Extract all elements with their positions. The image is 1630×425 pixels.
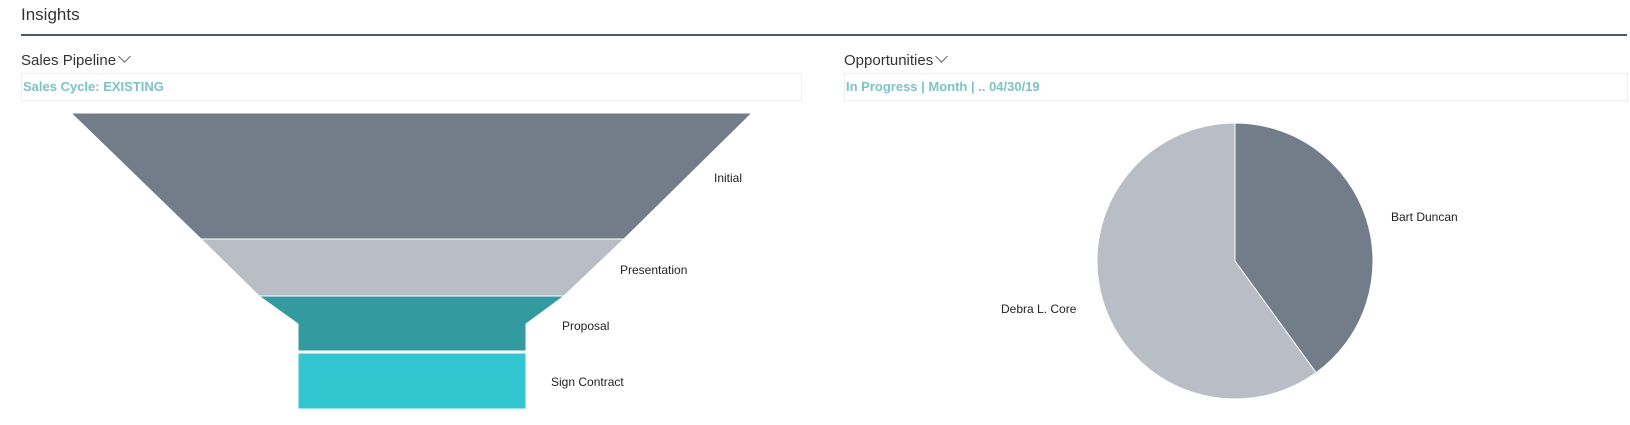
sales-pipeline-label: Sales Pipeline xyxy=(21,52,117,69)
funnel-label: Sign Contract xyxy=(551,375,624,389)
opportunities-filter: In Progress | Month | .. 04/30/19 xyxy=(844,73,1628,101)
funnel-segment-proposal[interactable] xyxy=(257,295,566,352)
funnel-label: Presentation xyxy=(620,263,687,277)
pie-slice-debra-l-core[interactable] xyxy=(1096,122,1317,400)
opportunities-title[interactable]: Opportunities xyxy=(844,50,949,69)
pie-slice-bart-duncan[interactable] xyxy=(1234,122,1374,374)
pie-label: Bart Duncan xyxy=(1391,210,1458,224)
funnel-label: Proposal xyxy=(562,319,609,333)
page-title: Insights xyxy=(21,5,80,24)
header-divider xyxy=(21,34,1627,36)
funnel-segment-sign-contract[interactable] xyxy=(297,352,527,410)
sales-pipeline-funnel-chart: Initial Presentation Proposal Sign Contract xyxy=(69,112,754,410)
sales-pipeline-filter: Sales Cycle: EXISTING xyxy=(21,73,802,101)
funnel-label: Initial xyxy=(714,171,742,185)
opportunities-label: Opportunities xyxy=(844,52,934,69)
pie-label: Debra L. Core xyxy=(1001,302,1077,316)
sales-pipeline-title[interactable]: Sales Pipeline xyxy=(21,50,131,69)
